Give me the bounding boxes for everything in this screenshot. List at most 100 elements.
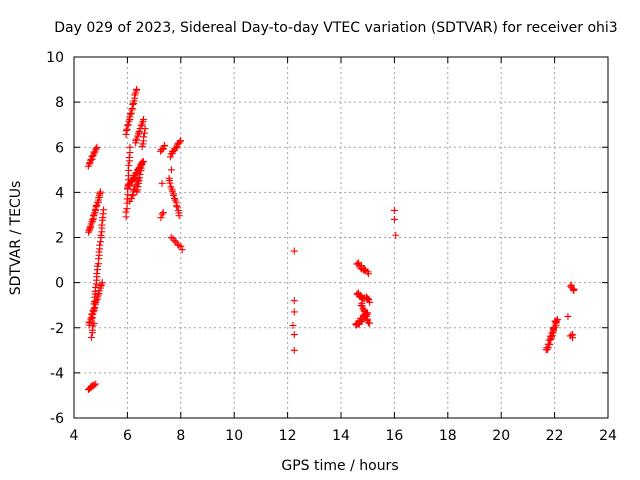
data-point <box>85 225 93 233</box>
data-point <box>364 270 372 278</box>
data-point <box>569 285 577 293</box>
data-point <box>92 145 100 153</box>
data-point <box>141 129 149 137</box>
data-point <box>136 170 144 178</box>
data-point <box>167 166 175 174</box>
data-point <box>96 189 104 197</box>
data-point <box>96 188 104 196</box>
data-point <box>138 161 146 169</box>
data-point <box>126 143 134 151</box>
data-point <box>87 333 95 341</box>
data-point <box>134 183 142 191</box>
data-point <box>128 192 136 200</box>
data-point <box>554 316 562 324</box>
data-point <box>90 319 98 327</box>
data-point <box>127 109 135 117</box>
x-tick-label: 10 <box>225 428 243 444</box>
x-tick-label: 14 <box>332 428 350 444</box>
x-tick-label: 24 <box>599 428 617 444</box>
data-point <box>95 248 103 256</box>
data-point <box>390 206 398 214</box>
data-point <box>158 210 166 218</box>
x-tick-label: 4 <box>70 428 79 444</box>
data-point <box>139 157 147 165</box>
y-tick-label: 8 <box>55 95 64 111</box>
data-point <box>173 202 181 210</box>
data-point <box>137 122 145 130</box>
data-point <box>167 233 175 241</box>
data-point <box>133 135 141 143</box>
data-point <box>170 192 178 200</box>
data-point <box>390 215 398 223</box>
data-point <box>126 110 134 118</box>
y-tick-label: 2 <box>55 231 64 247</box>
data-point <box>125 161 133 169</box>
axis-ticks <box>73 56 609 419</box>
data-point <box>157 214 165 222</box>
data-point <box>89 308 97 316</box>
x-tick-label: 20 <box>492 428 510 444</box>
data-point <box>141 125 149 133</box>
data-point <box>85 228 93 236</box>
data-point <box>137 164 145 172</box>
chart-title: Day 029 of 2023, Sidereal Day-to-day VTE… <box>54 20 617 36</box>
data-point <box>289 321 297 329</box>
data-point <box>569 334 577 342</box>
y-tick-label: 4 <box>55 185 64 201</box>
data-point <box>174 241 182 249</box>
data-point <box>88 326 96 334</box>
y-tick-label: -4 <box>50 366 64 382</box>
data-point <box>133 85 141 93</box>
data-point <box>178 246 186 254</box>
data-point <box>290 308 298 316</box>
data-point <box>129 187 137 195</box>
y-tick-label: -6 <box>50 411 64 427</box>
data-point <box>93 143 101 151</box>
data-point <box>132 136 140 144</box>
data-point <box>290 297 298 305</box>
data-point <box>364 319 372 327</box>
data-point <box>177 242 185 250</box>
x-tick-label: 16 <box>385 428 403 444</box>
data-point <box>125 153 133 161</box>
data-point <box>173 203 181 211</box>
data-point <box>92 283 100 291</box>
data-point <box>128 104 136 112</box>
data-point <box>290 331 298 339</box>
data-point <box>85 319 93 327</box>
data-point <box>366 298 374 306</box>
data-point <box>175 212 183 220</box>
data-point <box>92 380 100 388</box>
data-point <box>140 133 148 141</box>
data-point <box>124 121 132 129</box>
x-tick-label: 12 <box>279 428 297 444</box>
data-point <box>161 142 169 150</box>
data-point <box>125 117 133 125</box>
data-point <box>96 241 104 249</box>
data-point <box>290 346 298 354</box>
y-tick-label: 10 <box>46 50 64 66</box>
x-tick-label: 18 <box>439 428 457 444</box>
y-axis-label: SDTVAR / TECUs <box>8 181 24 296</box>
x-tick-label: 6 <box>123 428 132 444</box>
data-point <box>93 270 101 278</box>
data-point <box>97 231 105 239</box>
x-tick-label: 22 <box>546 428 564 444</box>
data-point <box>122 127 130 135</box>
data-point <box>166 179 174 187</box>
data-point <box>98 279 106 287</box>
data-point <box>544 340 552 348</box>
data-point <box>98 221 106 229</box>
data-point <box>166 153 174 161</box>
data-point <box>129 100 137 108</box>
data-point <box>158 179 166 187</box>
data-point <box>171 237 179 245</box>
data-point <box>170 194 178 202</box>
x-axis-label: GPS time / hours <box>281 458 398 474</box>
y-tick-label: -2 <box>50 321 64 337</box>
data-point <box>140 116 148 124</box>
x-tick-labels: 4 6 8 10 12 14 16 18 20 22 24 <box>70 428 617 444</box>
y-tick-label: 0 <box>55 276 64 292</box>
data-points <box>84 85 578 394</box>
